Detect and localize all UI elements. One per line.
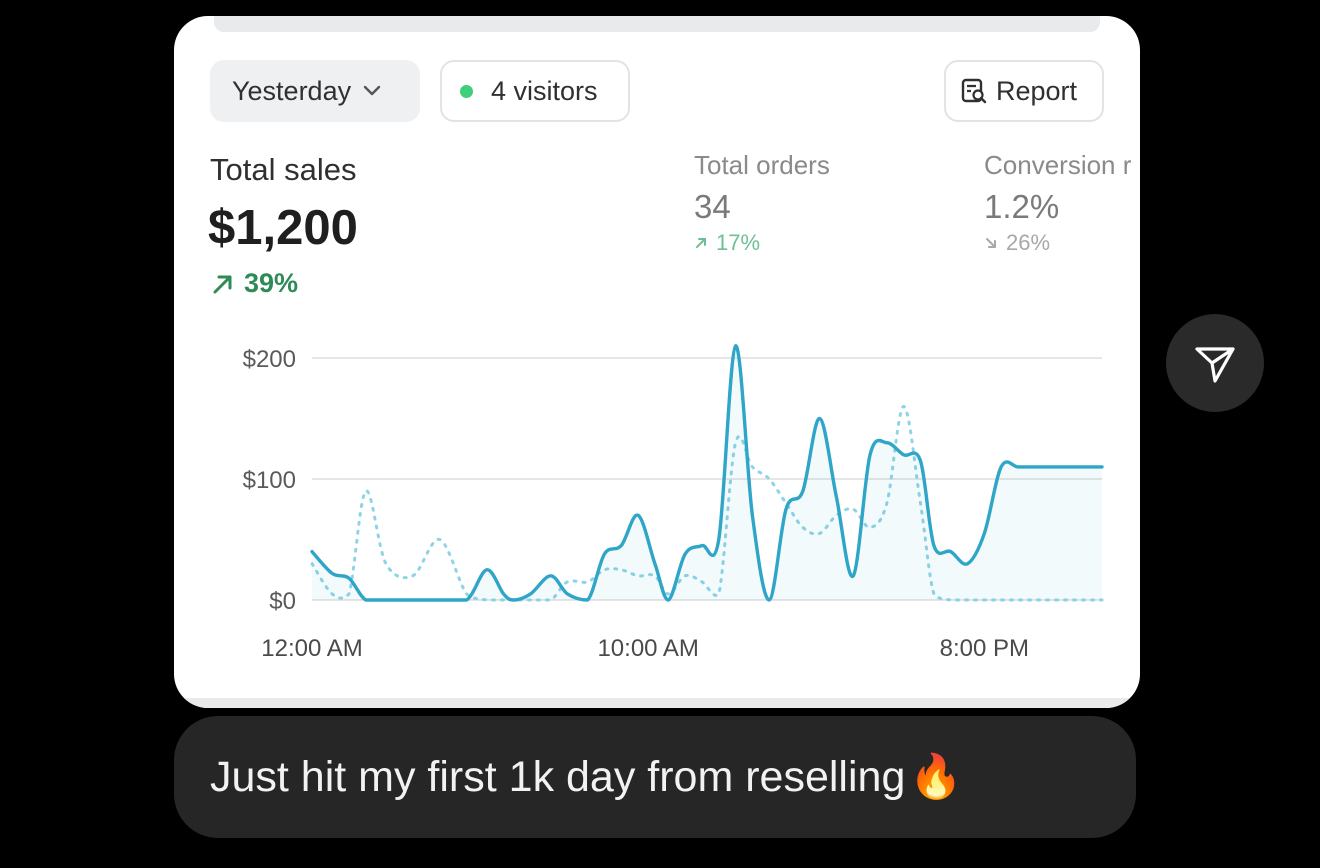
visitors-label: 4 visitors — [491, 75, 598, 106]
x-tick-label: 12:00 AM — [261, 635, 362, 662]
visitors-badge[interactable]: 4 visitors — [440, 60, 630, 122]
y-tick-label: $200 — [243, 346, 296, 373]
conversion-trend-value: 26% — [1006, 230, 1051, 255]
sales-chart: $0 $100 $200 12:00 AM 10:00 AM 8:00 PM — [243, 344, 1104, 662]
message-bubble: Just hit my first 1k day from reselling … — [174, 716, 1136, 838]
send-icon — [1195, 347, 1235, 383]
total-orders-trend: 17% — [694, 230, 760, 256]
conversion-label: Conversion r — [984, 150, 1132, 180]
date-range-dropdown[interactable]: Yesterday — [210, 60, 420, 122]
total-orders-trend-value: 17% — [716, 230, 761, 255]
card-bottom-edge — [174, 698, 1140, 708]
y-tick-label: $0 — [269, 588, 296, 615]
message-text: Just hit my first 1k day from reselling — [210, 752, 906, 801]
current-series-line — [310, 344, 1104, 602]
total-sales-trend-value: 39% — [244, 268, 299, 298]
chevron-down-icon — [363, 80, 381, 103]
arrow-up-right-icon — [213, 275, 232, 293]
report-button[interactable]: Report — [944, 60, 1104, 122]
arrow-down-right-icon — [986, 238, 996, 248]
total-orders-label: Total orders — [694, 150, 830, 180]
analytics-card: Yesterday 4 visitors Report Total sales … — [174, 16, 1140, 708]
live-dot-icon — [460, 84, 473, 98]
card-top-edge — [214, 16, 1100, 32]
total-orders-value: 34 — [694, 188, 731, 225]
x-tick-label: 10:00 AM — [597, 635, 698, 662]
fire-emoji-icon: 🔥 — [909, 753, 963, 801]
previous-series-line — [310, 404, 1104, 602]
date-range-label: Yesterday — [232, 75, 352, 106]
conversion-value: 1.2% — [984, 188, 1060, 225]
total-sales-value: $1,200 — [208, 201, 358, 255]
conversion-trend: 26% — [984, 230, 1050, 256]
arrow-up-right-icon — [696, 238, 706, 248]
report-label: Report — [996, 75, 1078, 106]
report-icon — [961, 78, 987, 104]
x-tick-label: 8:00 PM — [940, 635, 1029, 662]
share-button[interactable] — [1166, 314, 1264, 412]
current-series-area — [312, 345, 1102, 600]
total-sales-trend: 39% — [210, 268, 298, 299]
total-sales-label: Total sales — [210, 152, 357, 187]
y-tick-label: $100 — [243, 467, 296, 494]
